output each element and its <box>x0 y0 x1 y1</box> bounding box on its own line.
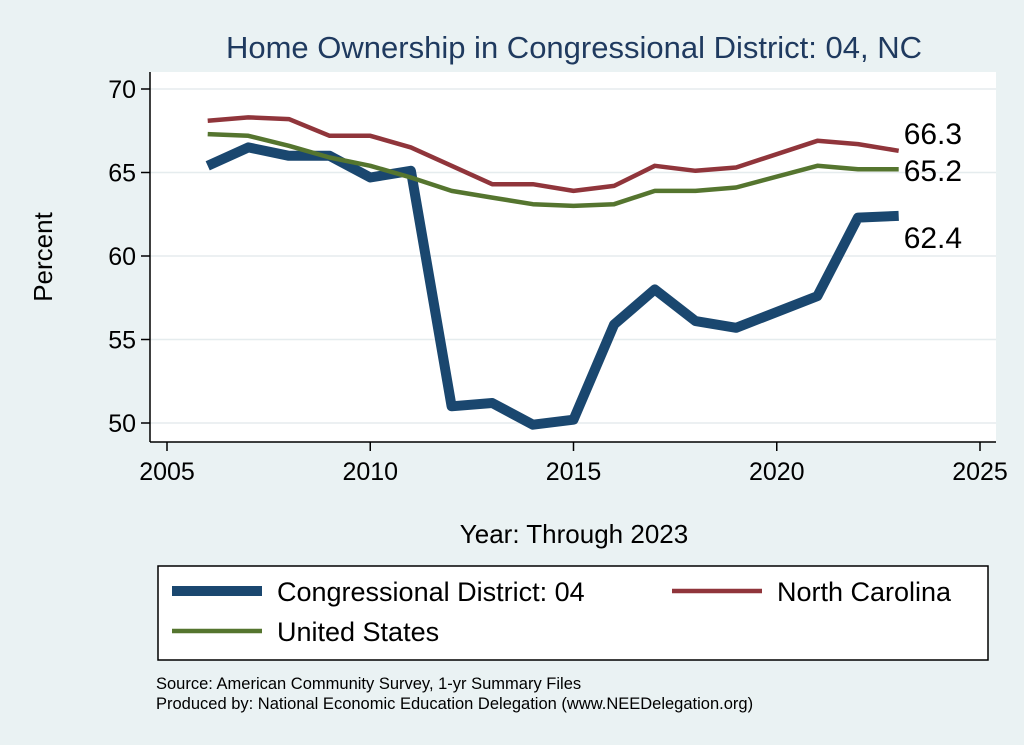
source-note: Source: American Community Survey, 1-yr … <box>156 675 581 693</box>
y-tick-label: 55 <box>108 327 136 355</box>
end-label-value: 65.2 <box>904 155 962 188</box>
x-tick-label: 2010 <box>342 458 398 486</box>
series-line-north-carolina <box>207 115 900 194</box>
x-axis-title: Year: Through 2023 <box>460 519 688 549</box>
gridlines <box>150 88 996 424</box>
legend-label: Congressional District: 04 <box>277 577 585 607</box>
chart-title: Home Ownership in Congressional District… <box>226 30 922 65</box>
end-label-value: 62.4 <box>904 222 962 255</box>
x-tick-label: 2020 <box>749 458 805 486</box>
series-lines <box>205 115 900 430</box>
x-tick-label: 2025 <box>952 458 1008 486</box>
x-tick-label: 2005 <box>139 458 195 486</box>
legend-label: North Carolina <box>777 577 952 607</box>
plot-area <box>150 72 996 442</box>
legend-box <box>157 565 989 661</box>
y-tick-label: 70 <box>108 76 136 104</box>
producer-note: Produced by: National Economic Education… <box>156 695 753 713</box>
x-tick-label: 2015 <box>546 458 602 486</box>
y-tick-label: 60 <box>108 243 136 271</box>
legend: Congressional District: 04 North Carolina… <box>157 565 989 661</box>
y-axis-title: Percent <box>28 211 58 301</box>
axes: 50 55 60 65 70 2005 2010 2015 2020 2025 <box>108 72 1008 486</box>
end-labels: 66.3 65.2 62.4 <box>904 118 962 255</box>
end-label-value: 66.3 <box>904 118 962 151</box>
series-line-united-states <box>207 131 899 209</box>
y-tick-label: 50 <box>108 410 136 438</box>
y-tick-label: 65 <box>108 160 136 188</box>
legend-label: United States <box>277 617 439 647</box>
